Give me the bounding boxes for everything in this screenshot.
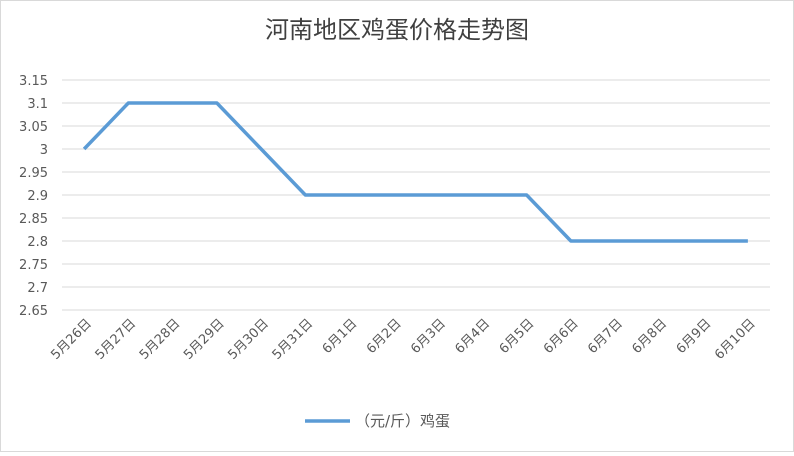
y-tick-label: 3 [40, 143, 48, 158]
y-tick-label: 2.85 [19, 212, 48, 227]
y-tick-label: 2.7 [27, 281, 48, 296]
y-tick-label: 3.1 [27, 97, 48, 112]
y-tick-label: 2.95 [19, 166, 48, 181]
y-tick-label: 2.65 [19, 304, 48, 319]
chart-title: 河南地区鸡蛋价格走势图 [265, 16, 529, 44]
y-tick-label: 2.8 [27, 235, 48, 250]
y-tick-label: 2.75 [19, 258, 48, 273]
series-line [82, 101, 748, 243]
y-tick-label: 2.9 [27, 189, 48, 204]
y-tick-label: 3.05 [19, 120, 48, 135]
legend-label: （元/斤）鸡蛋 [355, 412, 450, 430]
y-tick-label: 3.15 [19, 74, 48, 89]
